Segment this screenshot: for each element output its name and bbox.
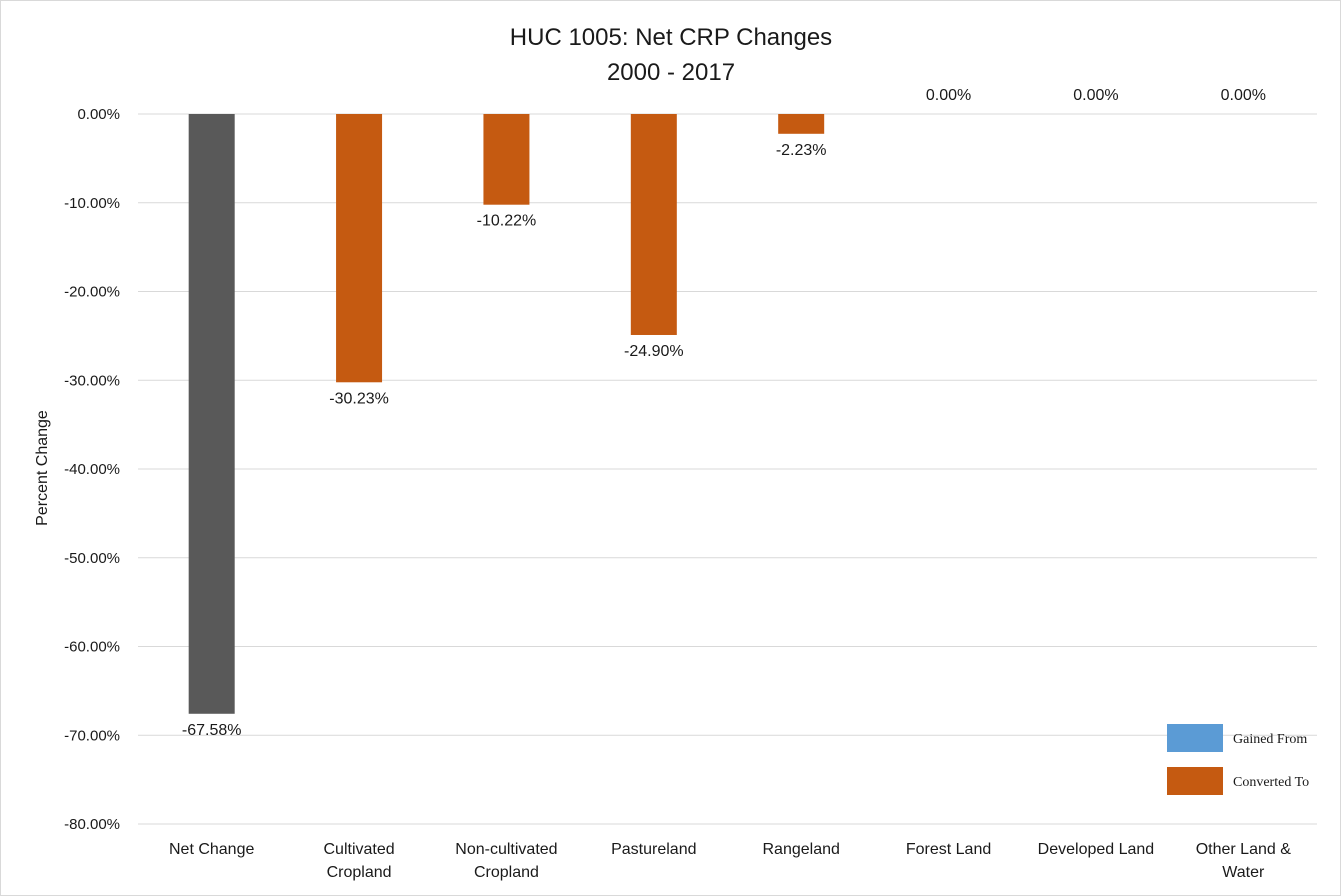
category-label-line: Cropland xyxy=(327,864,392,881)
legend-item: Converted To xyxy=(1167,767,1309,795)
legend-item: Gained From xyxy=(1167,724,1307,752)
bar xyxy=(188,114,235,714)
category-label-line: Cropland xyxy=(474,864,539,881)
y-tick-label: -60.00% xyxy=(64,639,120,656)
category-label-line: Cultivated xyxy=(323,841,394,858)
data-label: 0.00% xyxy=(1073,87,1118,104)
category-label-line: Net Change xyxy=(169,841,254,858)
category-label: Rangeland xyxy=(762,841,839,858)
y-tick-label: -10.00% xyxy=(64,195,120,212)
category-label: Developed Land xyxy=(1038,841,1155,858)
category-label: Pastureland xyxy=(611,841,696,858)
category-label-line: Rangeland xyxy=(762,841,839,858)
bar xyxy=(778,114,825,134)
category-label-line: Developed Land xyxy=(1038,841,1155,858)
y-tick-label: -20.00% xyxy=(64,284,120,301)
chart-title-line-2: 2000 - 2017 xyxy=(607,59,735,86)
data-label: -2.23% xyxy=(776,142,827,159)
category-label: Non-cultivated Cropland xyxy=(455,841,557,881)
y-axis-ticks: 0.00% -10.00% -20.00% -30.00% -40.00% -50.00%… xyxy=(64,106,120,833)
legend-label: Gained From xyxy=(1233,732,1307,747)
category-label-line: Forest Land xyxy=(906,841,991,858)
bar xyxy=(630,114,677,335)
data-label: -67.58% xyxy=(182,722,242,739)
data-label: 0.00% xyxy=(1221,87,1266,104)
category-label: Forest Land xyxy=(906,841,991,858)
bar xyxy=(336,114,383,383)
category-label-line: Water xyxy=(1222,864,1265,881)
category-label: Net Change xyxy=(169,841,254,858)
bars xyxy=(188,114,825,714)
legend-swatch xyxy=(1167,767,1223,795)
y-tick-label: -70.00% xyxy=(64,727,120,744)
bar xyxy=(483,114,530,205)
category-label-line: Other Land & xyxy=(1196,841,1292,858)
category-labels: Net Change CultivatedCroplandNon-cultivat… xyxy=(169,841,1291,881)
category-label-line: Pastureland xyxy=(611,841,696,858)
y-tick-label: -80.00% xyxy=(64,816,120,833)
chart-title-line-1: HUC 1005: Net CRP Changes xyxy=(510,24,832,51)
data-labels: -67.58% -30.23% -10.22% -24.90% -2.23% 0.00% 0… xyxy=(182,87,1266,739)
category-label: Cultivated Cropland xyxy=(323,841,394,881)
legend-label: Converted To xyxy=(1233,775,1309,790)
data-label: -24.90% xyxy=(624,343,684,360)
y-tick-label: -30.00% xyxy=(64,372,120,389)
legend: Gained From Converted To xyxy=(1167,724,1309,795)
gridlines xyxy=(138,113,1317,825)
y-tick-label: 0.00% xyxy=(77,106,120,123)
category-label: Other Land & Water xyxy=(1196,841,1292,881)
y-tick-label: -50.00% xyxy=(64,550,120,567)
y-axis-label: Percent Change xyxy=(34,410,51,526)
data-label: -30.23% xyxy=(329,390,389,407)
data-label: 0.00% xyxy=(926,87,971,104)
y-tick-label: -40.00% xyxy=(64,461,120,478)
category-label-line: Non-cultivated xyxy=(455,841,557,858)
legend-swatch xyxy=(1167,724,1223,752)
data-label: -10.22% xyxy=(477,213,537,230)
